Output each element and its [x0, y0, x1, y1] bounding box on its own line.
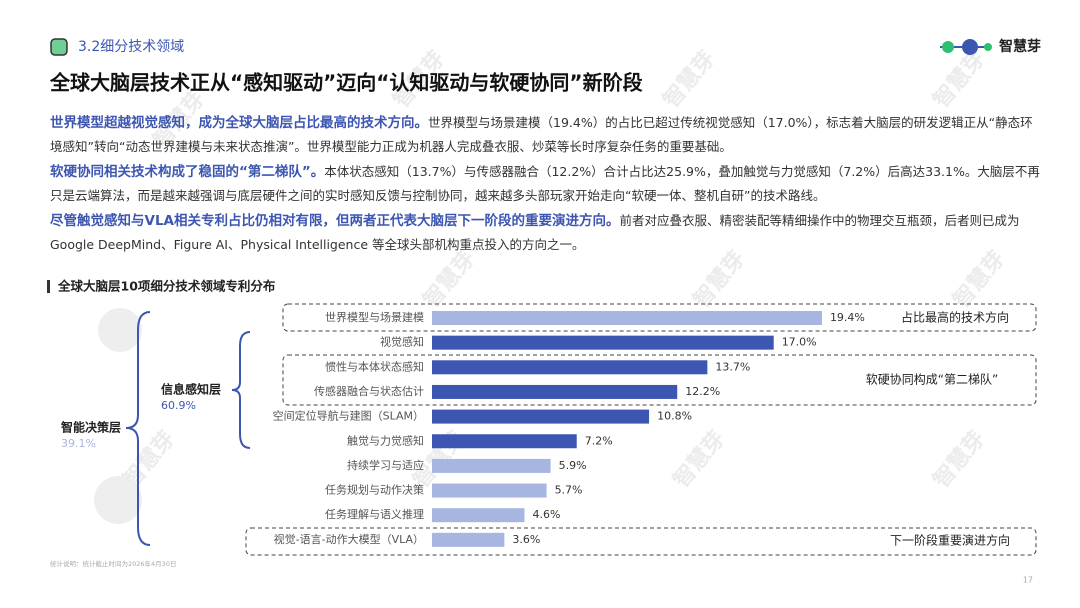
- bar: [432, 409, 650, 424]
- category-label: 触觉与力觉感知: [347, 433, 424, 447]
- decor: [98, 308, 142, 352]
- page-number: 17: [1023, 576, 1033, 585]
- watermark: 智慧芽: [928, 46, 990, 113]
- brace: [125, 311, 151, 546]
- watermark: 智慧芽: [658, 46, 720, 113]
- category-label: 视觉-语言-动作大模型（VLA）: [274, 532, 424, 546]
- paragraph: 世界模型超越视觉感知，成为全球大脑层占比最高的技术方向。世界模型与场景建模（19…: [50, 111, 1045, 159]
- annotation: 软硬协同构成“第二梯队”: [866, 372, 998, 387]
- logo-dot: [962, 39, 978, 55]
- bar: [432, 508, 525, 523]
- annotation: 下一阶段重要演进方向: [890, 533, 1010, 548]
- value-label: 3.6%: [512, 533, 540, 546]
- body-text: 世界模型超越视觉感知，成为全球大脑层占比最高的技术方向。世界模型与场景建模（19…: [50, 111, 1045, 258]
- bar: [432, 483, 547, 498]
- category-label: 持续学习与适应: [347, 458, 424, 472]
- bar: [432, 384, 678, 399]
- category-label: 惯性与本体状态感知: [325, 359, 424, 373]
- bar: [432, 458, 551, 473]
- logo-dot: [984, 43, 992, 51]
- footnote: 统计说明：统计截止时间为2026年4月30日: [50, 559, 176, 568]
- watermark: 智慧芽: [668, 426, 730, 493]
- value-label: 4.6%: [532, 508, 560, 521]
- layer-name: 信息感知层: [161, 382, 221, 397]
- section-icon: [50, 38, 68, 56]
- layer-name: 智能决策层: [60, 420, 121, 435]
- paragraph-text: 前者对应叠衣服、精密装配等精细操作中的物理交互瓶颈，后者则已成为Google D…: [50, 213, 1020, 252]
- value-label: 12.2%: [685, 385, 720, 398]
- value-label: 5.9%: [559, 459, 587, 472]
- layer-share: 39.1%: [61, 437, 96, 450]
- paragraph-lead: 软硬协同相关技术构成了稳固的“第二梯队”。: [50, 164, 325, 180]
- bar: [432, 311, 822, 325]
- category-label: 传感器融合与状态估计: [314, 384, 424, 398]
- paragraph-lead: 尽管触觉感知与VLA相关专利占比仍相对有限，但两者正代表大脑层下一阶段的重要演进…: [50, 213, 620, 229]
- category-label: 任务规划与动作决策: [325, 483, 424, 497]
- page-title: 全球大脑层技术正从“感知驱动”迈向“认知驱动与软硬协同”新阶段: [49, 71, 643, 95]
- category-label: 世界模型与场景建模: [325, 310, 424, 324]
- value-label: 5.7%: [555, 484, 583, 497]
- annotation-box: [282, 354, 1037, 406]
- paragraph-lead: 世界模型超越视觉感知，成为全球大脑层占比最高的技术方向。: [50, 115, 428, 131]
- chart-title-marker: [47, 280, 50, 293]
- section-title: 3.2细分技术领域: [78, 39, 184, 55]
- logo-text: 智慧芽: [998, 38, 1041, 55]
- watermark: 智慧芽: [928, 426, 990, 493]
- brace: [231, 331, 251, 449]
- bar: [432, 335, 774, 350]
- bar: [432, 434, 577, 449]
- layer-share: 60.9%: [161, 399, 196, 412]
- bar: [432, 360, 708, 375]
- category-label: 视觉感知: [380, 335, 424, 349]
- value-label: 10.8%: [657, 410, 692, 423]
- logo-dot: [942, 41, 954, 53]
- chart-title: 全球大脑层10项细分技术领域专利分布: [57, 279, 276, 294]
- value-label: 17.0%: [782, 336, 817, 349]
- paragraph: 尽管触觉感知与VLA相关专利占比仍相对有限，但两者正代表大脑层下一阶段的重要演进…: [50, 209, 1045, 257]
- category-label: 任务理解与语义推理: [325, 507, 424, 521]
- decor: [94, 476, 142, 524]
- value-label: 7.2%: [585, 434, 613, 447]
- value-label: 19.4%: [830, 311, 865, 324]
- annotation: 占比最高的技术方向: [901, 310, 1009, 325]
- category-label: 空间定位导航与建图（SLAM）: [273, 409, 424, 423]
- paragraph-text: 世界模型与场景建模（19.4%）的占比已超过传统视觉感知（17.0%），标志着大…: [50, 115, 1033, 154]
- value-label: 13.7%: [715, 360, 750, 373]
- annotation-box: [282, 303, 1037, 332]
- paragraph-text: 本体状态感知（13.7%）与传感器融合（12.2%）合计占比达25.9%，叠加触…: [50, 164, 1040, 203]
- bar: [432, 532, 505, 547]
- paragraph: 软硬协同相关技术构成了稳固的“第二梯队”。本体状态感知（13.7%）与传感器融合…: [50, 160, 1045, 208]
